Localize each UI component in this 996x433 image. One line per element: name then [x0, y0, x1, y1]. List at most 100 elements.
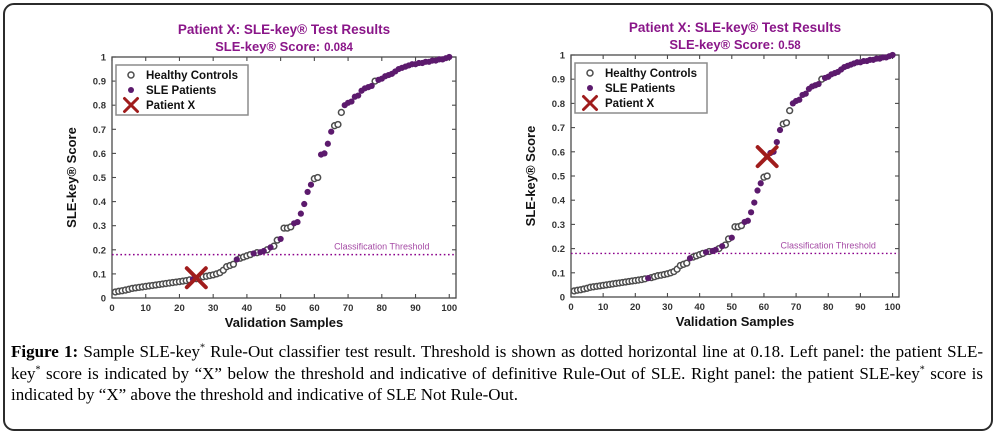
- y-tick-label: 1: [101, 53, 107, 64]
- legend-marker-healthy-controls: [586, 69, 594, 77]
- legend-item-label: Patient X: [146, 100, 196, 112]
- healthy-control-point: [314, 173, 322, 182]
- legend-marker-sle-patients: [128, 87, 134, 93]
- x-tick-label: 70: [791, 302, 802, 313]
- healthy-control-point: [337, 108, 345, 117]
- x-tick-label: 20: [174, 303, 185, 314]
- chart-score-value: 0.58: [778, 40, 801, 52]
- chart-title: Patient X: SLE-key® Test Results: [178, 22, 390, 37]
- legend-marker-patient-x: [582, 95, 598, 111]
- legend-item-label: SLE Patients: [605, 83, 675, 95]
- legend-item-label: SLE Patients: [146, 85, 216, 97]
- x-tick-label: 30: [662, 302, 673, 313]
- sle-patient-point: [728, 234, 735, 241]
- sle-patient-point: [686, 255, 694, 262]
- patient-x-marker: [755, 145, 779, 169]
- sle-patient-point: [267, 244, 274, 251]
- caption-label: Figure 1:: [11, 342, 79, 361]
- legend-item-label: Patient X: [605, 98, 655, 110]
- y-tick-label: 0.4: [93, 197, 107, 208]
- chart-subtitle: SLE-key® Score: 0.58: [669, 37, 801, 52]
- y-tick-label: 0.4: [552, 196, 566, 207]
- sle-patient-point: [297, 210, 304, 217]
- left-chart-panel: Patient X: SLE-key® Test Results SLE-key®…: [0, 0, 497, 340]
- legend-box: [574, 62, 708, 114]
- x-tick-label: 80: [377, 303, 388, 314]
- x-tick-label: 40: [242, 303, 253, 314]
- x-tick-label: 100: [441, 303, 457, 314]
- caption-text: score is indicated by “X” below the thre…: [40, 363, 920, 383]
- y-tick-label: 0.3: [93, 221, 106, 232]
- sle-patient-point: [304, 188, 311, 196]
- y-tick-label: 0.7: [552, 123, 565, 134]
- y-tick-label: 0.5: [552, 172, 566, 183]
- sle-patient-point: [233, 256, 240, 263]
- x-tick-label: 90: [410, 303, 421, 314]
- x-tick-label: 0: [109, 303, 114, 314]
- sle-patient-point: [321, 150, 328, 157]
- legend-item-label: Healthy Controls: [146, 70, 238, 82]
- sle-patient-point: [348, 98, 355, 105]
- healthy-control-point: [786, 107, 794, 115]
- sle-patient-point: [446, 53, 453, 61]
- sle-patient-point: [712, 246, 719, 253]
- healthy-control-point: [782, 119, 791, 127]
- x-tick-label: 40: [694, 302, 705, 313]
- sle-patient-point: [776, 126, 784, 134]
- y-tick-label: 0.1: [552, 268, 566, 279]
- figure-caption: Figure 1: Sample SLE-key* Rule-Out class…: [11, 341, 983, 406]
- caption-text: *: [35, 363, 41, 375]
- classification-threshold-label: Classification Threshold: [334, 242, 429, 252]
- sle-patient-point: [773, 139, 780, 146]
- x-tick-label: 50: [726, 302, 737, 313]
- caption-text: *: [919, 363, 925, 375]
- sle-patient-point: [754, 187, 761, 194]
- legend-marker-patient-x: [123, 97, 139, 113]
- y-tick-label: 1: [560, 51, 566, 62]
- legend-marker-healthy-controls: [127, 71, 135, 79]
- y-tick-label: 0.8: [93, 101, 106, 112]
- y-tick-label: 0.1: [93, 269, 107, 280]
- caption-text: Sample SLE-key: [78, 342, 200, 361]
- y-tick-label: 0: [560, 293, 565, 304]
- sle-patient-point: [719, 243, 726, 250]
- y-tick-label: 0.5: [93, 173, 107, 184]
- chart-left-svg: Patient X: SLE-key® Test Results SLE-key®…: [64, 22, 457, 330]
- x-tick-label: 10: [140, 303, 151, 314]
- sle-patient-point: [355, 92, 362, 99]
- caption-text: score is indicated by “X” above the thre…: [11, 363, 983, 405]
- sle-patient-point: [757, 180, 764, 187]
- x-tick-label: 100: [885, 302, 901, 313]
- sle-patient-point: [301, 200, 308, 208]
- classification-threshold-label: Classification Threshold: [781, 240, 876, 250]
- chart-subtitle: SLE-key® Score: 0.084: [215, 39, 353, 54]
- healthy-control-point: [763, 172, 771, 180]
- x-tick-label: 50: [275, 303, 286, 314]
- sle-patient-point: [277, 235, 284, 243]
- sle-patient-point: [250, 250, 257, 257]
- x-tick-label: 30: [208, 303, 219, 314]
- sle-patient-point: [889, 51, 896, 59]
- sle-patient-point: [702, 249, 710, 256]
- sle-patient-point: [260, 247, 267, 255]
- y-tick-label: 0.9: [93, 77, 106, 88]
- sle-patient-point: [324, 140, 331, 147]
- chart-title: Patient X: SLE-key® Test Results: [629, 20, 841, 35]
- x-tick-label: 0: [568, 302, 573, 313]
- sle-patient-point: [747, 209, 755, 216]
- caption-text: *: [200, 342, 205, 354]
- x-tick-label: 90: [855, 302, 866, 313]
- y-tick-label: 0.6: [552, 147, 565, 158]
- y-tick-label: 0.2: [93, 245, 106, 256]
- healthy-control-point: [229, 260, 238, 268]
- legend-item-label: Healthy Controls: [605, 68, 697, 80]
- x-tick-label: 20: [630, 302, 641, 313]
- caption-text: Rule-Out classifier test result. Thresho…: [11, 342, 984, 383]
- sle-patient-point: [645, 275, 652, 282]
- patient-x-marker: [184, 266, 208, 290]
- x-tick-label: 10: [598, 302, 609, 313]
- y-tick-label: 0.3: [552, 220, 565, 231]
- legend-marker-sle-patients: [587, 85, 593, 91]
- y-axis-label: SLE-key® Score: [64, 127, 79, 228]
- chart-right-svg: Patient X: SLE-key® Test Results SLE-key®…: [523, 20, 901, 329]
